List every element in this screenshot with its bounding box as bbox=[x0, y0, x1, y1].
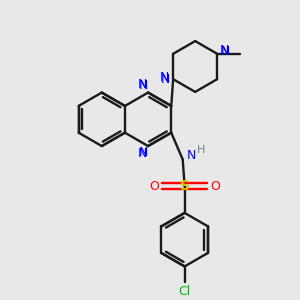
Text: N: N bbox=[138, 147, 147, 160]
Text: N: N bbox=[221, 45, 230, 58]
Text: N: N bbox=[139, 146, 148, 159]
Text: N: N bbox=[138, 78, 147, 92]
Text: N: N bbox=[187, 149, 196, 162]
Text: N: N bbox=[139, 80, 148, 92]
Text: Cl: Cl bbox=[178, 285, 191, 298]
Text: O: O bbox=[210, 180, 220, 193]
Text: H: H bbox=[197, 145, 205, 155]
Text: N: N bbox=[161, 73, 170, 86]
Text: N: N bbox=[160, 71, 169, 84]
Text: O: O bbox=[149, 180, 159, 193]
Text: N: N bbox=[220, 44, 230, 57]
Text: S: S bbox=[180, 179, 190, 193]
